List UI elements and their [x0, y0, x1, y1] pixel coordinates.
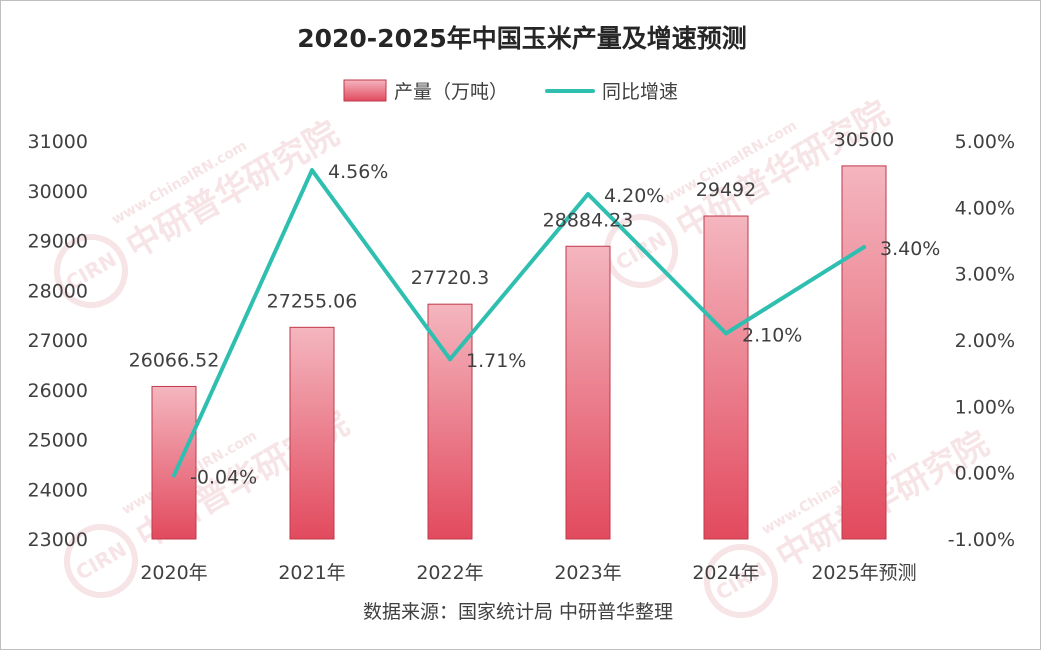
line-point — [586, 192, 590, 197]
x-tick-label: 2023年 — [554, 562, 621, 584]
y-left-tick-label: 30000 — [28, 181, 88, 203]
bar — [289, 326, 335, 540]
bar — [565, 245, 611, 540]
legend-bar-label: 产量（万吨） — [394, 81, 508, 103]
line-data-label: 4.20% — [604, 185, 664, 207]
watermark-logo-ring — [54, 234, 128, 308]
growth-line — [172, 168, 866, 478]
x-axis: 2020年 2021年 2022年 2023年 2024年 2025年预测 — [140, 562, 916, 584]
bar-data-label: 27255.06 — [267, 290, 358, 312]
y-left-tick-label: 26000 — [28, 380, 88, 402]
y-right-tick-label: 2.00% — [955, 330, 1015, 352]
x-tick-label: 2022年 — [416, 562, 483, 584]
x-tick-label: 2025年预测 — [811, 562, 916, 584]
bar-series — [151, 165, 887, 540]
bar — [703, 215, 749, 540]
y-left-tick-label: 31000 — [28, 131, 88, 153]
line-data-label: 4.56% — [328, 161, 388, 183]
chart-title: 2020-2025年中国玉米产量及增速预测 — [297, 24, 747, 53]
y-right-tick-label: 5.00% — [955, 131, 1015, 153]
source-note: 数据来源：国家统计局 中研普华整理 — [363, 601, 673, 623]
line-series — [172, 168, 866, 478]
y-right-tick-label: 1.00% — [955, 396, 1015, 418]
legend-line-label: 同比增速 — [602, 81, 678, 103]
y-right-tick-label: 0.00% — [955, 463, 1015, 485]
line-point — [448, 357, 452, 362]
y-left-tick-label: 25000 — [28, 430, 88, 452]
line-point — [724, 331, 728, 336]
bar-data-label: 30500 — [834, 129, 894, 151]
legend-bar-swatch — [343, 79, 387, 102]
line-labels: -0.04% 4.56% 1.71% 4.20% 2.10% 3.40% — [190, 161, 940, 488]
bar — [841, 165, 887, 540]
y-left-tick-label: 24000 — [28, 479, 88, 501]
line-point — [862, 245, 866, 250]
line-point — [172, 473, 176, 478]
y-right-axis: -1.00% 0.00% 1.00% 2.00% 3.00% 4.00% 5.00% — [948, 131, 1015, 551]
line-data-label: 2.10% — [742, 324, 802, 346]
y-left-axis: 23000 24000 25000 26000 27000 28000 29000 30000… — [28, 131, 88, 551]
y-left-tick-label: 29000 — [28, 231, 88, 253]
y-left-tick-label: 23000 — [28, 529, 88, 551]
legend: 产量（万吨） 同比增速 — [343, 79, 678, 103]
x-tick-label: 2021年 — [278, 562, 345, 584]
y-right-tick-label: 3.00% — [955, 264, 1015, 286]
bar-data-label: 29492 — [696, 179, 756, 201]
y-right-tick-label: 4.00% — [955, 197, 1015, 219]
bar-data-label: 26066.52 — [129, 349, 220, 371]
line-data-label: -0.04% — [190, 466, 257, 488]
watermark-logo-ring — [704, 544, 778, 618]
watermark-logo-ring — [604, 214, 678, 288]
y-left-tick-label: 27000 — [28, 330, 88, 352]
line-data-label: 3.40% — [880, 238, 940, 260]
y-left-tick-label: 28000 — [28, 280, 88, 302]
y-right-tick-label: -1.00% — [948, 529, 1015, 551]
bar — [151, 385, 197, 540]
x-tick-label: 2024年 — [692, 562, 759, 584]
bar-data-label: 27720.3 — [411, 267, 490, 289]
watermark-logo-ring — [64, 524, 138, 598]
line-data-label: 1.71% — [466, 350, 526, 372]
line-point — [310, 168, 314, 173]
bar-labels: 26066.52 27255.06 27720.3 28884.23 29492 3050… — [129, 129, 895, 372]
x-tick-label: 2020年 — [140, 562, 207, 584]
bar-data-label: 28884.23 — [543, 209, 634, 231]
